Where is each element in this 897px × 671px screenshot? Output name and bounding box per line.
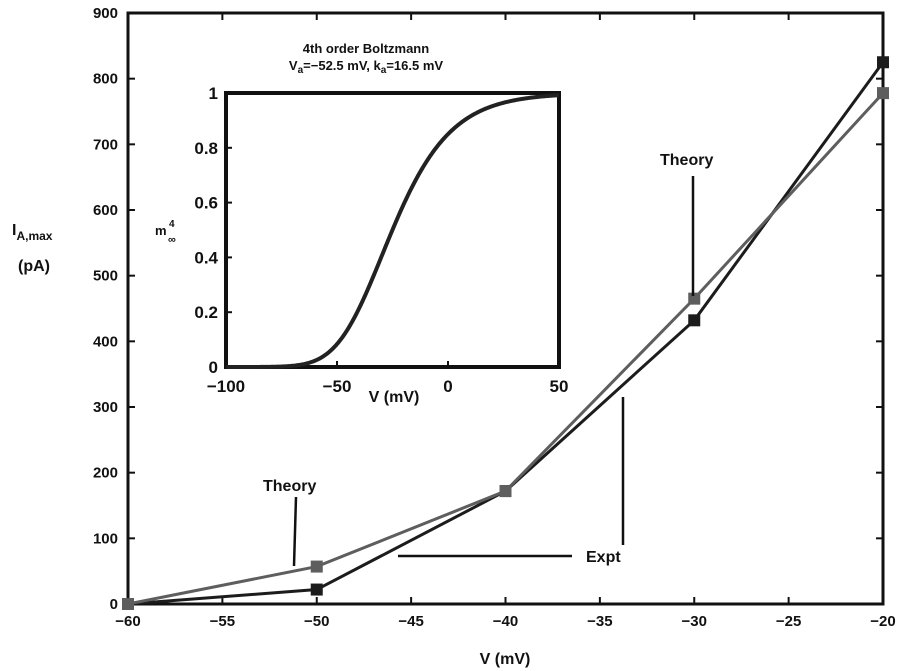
x-tick-label: −20	[870, 613, 895, 630]
inset-y-tick-label: 0.6	[194, 194, 218, 213]
inset-x-tick-label: −100	[207, 377, 245, 396]
inset-y-tick-label: 0.2	[194, 303, 218, 322]
data-point-expt	[877, 56, 889, 69]
svg-text:∞: ∞	[168, 234, 176, 246]
y-axis-label-subscript: A,max	[16, 229, 52, 243]
y-axis-label-symbol: I	[12, 222, 16, 239]
inset-title: 4th order Boltzmann	[303, 41, 429, 56]
inset-y-axis-label: m 4 ∞	[155, 219, 176, 246]
y-tick-label: 0	[110, 596, 118, 613]
inset-y-tick-label: 0.8	[194, 139, 218, 158]
expt-label: Expt	[586, 549, 621, 566]
inset-x-tick-label: 50	[550, 377, 569, 396]
y-tick-label: 800	[93, 71, 118, 88]
x-tick-label: −55	[210, 613, 235, 630]
data-point-theory	[122, 598, 134, 610]
y-axis-label-main: IA,max	[12, 222, 53, 243]
theory-bottom-label: Theory	[263, 478, 316, 495]
annotations: Theory Theory Expt	[263, 152, 713, 567]
y-tick-label: 600	[93, 202, 118, 219]
theory-top-label: Theory	[660, 152, 713, 169]
x-tick-label: −30	[682, 613, 707, 630]
x-tick-label: −25	[776, 613, 801, 630]
data-point-theory	[877, 87, 889, 100]
y-tick-label: 900	[93, 5, 118, 22]
inset-y-tick-label: 1	[209, 84, 218, 103]
y-tick-label: 500	[93, 268, 118, 285]
inset-chart: 0 0.2 0.4 0.6 0.8 1 −100 −50 0 50 4th order Bolt…	[155, 41, 568, 406]
data-point-theory	[499, 485, 512, 498]
y-tick-label: 700	[93, 136, 118, 153]
x-tick-label: −50	[304, 613, 329, 630]
theory-bottom-pointer	[292, 496, 298, 567]
svg-text:m: m	[155, 223, 167, 238]
y-tick-label: 400	[93, 333, 118, 350]
y-tick-label: 100	[93, 530, 118, 547]
data-point-theory	[688, 292, 701, 305]
data-point-theory	[310, 560, 323, 573]
data-point-expt	[688, 314, 701, 327]
x-axis-label: V (mV)	[480, 651, 531, 668]
inset-x-axis-label: V (mV)	[369, 389, 420, 406]
inset-subtitle: Va=−52.5 mV, ka=16.5 mV	[289, 58, 443, 76]
x-tick-label: −40	[493, 613, 518, 630]
x-tick-label: −60	[115, 613, 140, 630]
inset-boltzmann-curve	[226, 93, 560, 369]
x-tick-label: −35	[587, 613, 612, 630]
x-tick-label: −45	[398, 613, 423, 630]
y-tick-label: 300	[93, 399, 118, 416]
inset-x-tick-label: −50	[323, 377, 352, 396]
y-axis-label-unit: (pA)	[18, 258, 50, 275]
inset-y-tick-label: 0.4	[194, 248, 218, 267]
data-point-expt	[310, 583, 323, 596]
svg-text:4: 4	[169, 219, 175, 230]
inset-x-tick-label: 0	[443, 377, 452, 396]
inset-y-tick-label: 0	[209, 358, 218, 377]
y-tick-label: 200	[93, 465, 118, 482]
